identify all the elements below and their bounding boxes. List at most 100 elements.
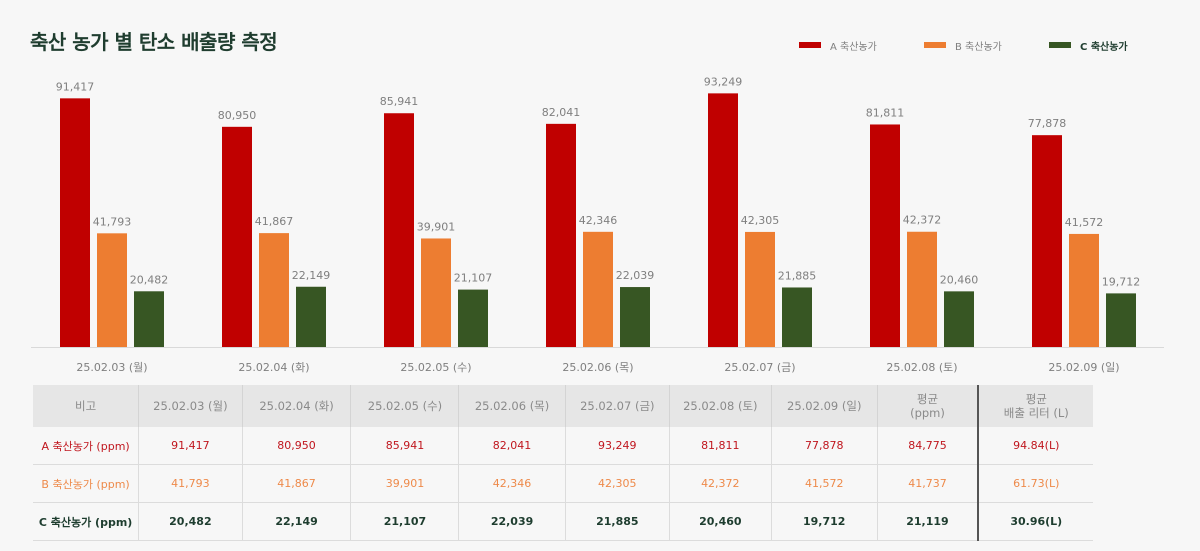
row-label: B 축산농가 (ppm) — [33, 464, 140, 503]
value-label-b: 42,346 — [579, 214, 618, 227]
value-cell: 85,941 — [350, 427, 460, 465]
value-cell: 19,712 — [771, 502, 878, 541]
legend-swatch-c — [1049, 42, 1071, 48]
value-label-c: 20,460 — [940, 273, 979, 286]
value-cell: 41,867 — [242, 464, 352, 503]
bar-a — [870, 124, 900, 347]
value-cell: 77,878 — [771, 427, 878, 465]
header-date: 25.02.08 (토) — [669, 385, 772, 427]
header-avg-ppm-line1: 평균 — [916, 392, 939, 406]
bar-c — [620, 287, 650, 347]
value-label-c: 21,107 — [454, 272, 493, 285]
header-avg-liter: 평균 배출 리터 (L) — [978, 385, 1094, 427]
bar-a — [708, 93, 738, 347]
legend-item-c: C 축산농가 — [1049, 36, 1128, 54]
bar-b — [421, 238, 451, 347]
value-label-b: 42,305 — [741, 214, 780, 227]
category-label: 25.02.09 (일) — [1048, 360, 1119, 374]
bar-b — [1069, 233, 1099, 347]
value-label-a: 82,041 — [542, 106, 581, 119]
bar-a — [60, 98, 90, 347]
bar-a — [222, 126, 252, 347]
category-label: 25.02.03 (월) — [76, 361, 147, 374]
value-cell: 21,885 — [565, 502, 670, 541]
legend-label-c: C 축산농가 — [1080, 41, 1128, 53]
value-cell: 42,346 — [458, 464, 566, 503]
bar-b — [583, 231, 613, 347]
value-label-b: 41,867 — [255, 215, 294, 228]
category-label: 25.02.08 (토) — [886, 361, 957, 374]
value-cell: 41,793 — [138, 464, 243, 503]
header-avg-ppm-line2: (ppm) — [910, 406, 945, 420]
bar-c — [782, 287, 812, 347]
header-date: 25.02.07 (금) — [565, 385, 670, 427]
value-cell: 21,107 — [350, 502, 460, 541]
bar-a — [546, 123, 576, 347]
header-date: 25.02.03 (월) — [138, 385, 243, 427]
value-label-a: 81,811 — [866, 106, 905, 119]
avg-liter-cell: 94.84(L) — [978, 427, 1094, 465]
category-labels-group: 25.02.03 (월) 25.02.04 (화) 25.02.05 (수) 25.0… — [76, 360, 1119, 374]
bar-b — [97, 233, 127, 347]
category-label: 25.02.07 (금) — [724, 361, 795, 374]
category-label: 25.02.05 (수) — [400, 361, 471, 374]
value-cell: 91,417 — [138, 427, 243, 465]
avg-ppm-cell: 84,775 — [877, 427, 980, 465]
table-header-row: 비고 25.02.03 (월) 25.02.04 (화) 25.02.05 (수… — [33, 385, 1200, 427]
value-cell: 82,041 — [458, 427, 566, 465]
header-date: 25.02.06 (목) — [458, 385, 566, 427]
value-label-c: 22,149 — [292, 269, 331, 282]
row-label: A 축산농가 (ppm) — [33, 427, 140, 465]
header-avg-liter-line2: 배출 리터 (L) — [1003, 406, 1069, 420]
value-cell: 81,811 — [669, 427, 772, 465]
legend: A 축산농가 B 축산농가 C 축산농가 — [0, 36, 1200, 54]
bar-c — [296, 286, 326, 347]
bar-c — [1106, 293, 1136, 347]
value-cell: 22,039 — [458, 502, 566, 541]
legend-label-b: B 축산농가 — [955, 41, 1002, 53]
value-cell: 42,372 — [669, 464, 772, 503]
bar-c — [134, 291, 164, 347]
value-label-a: 77,878 — [1028, 117, 1067, 130]
bar-b — [259, 233, 289, 347]
bar-a — [384, 113, 414, 347]
value-label-b: 42,372 — [903, 214, 942, 227]
category-label: 25.02.04 (화) — [238, 361, 309, 374]
header-note: 비고 — [33, 385, 140, 427]
legend-swatch-a — [799, 42, 821, 48]
bar-c — [458, 289, 488, 347]
value-label-a: 91,417 — [56, 80, 95, 93]
header-date: 25.02.05 (수) — [350, 385, 460, 427]
value-cell: 39,901 — [350, 464, 460, 503]
legend-swatch-b — [924, 42, 946, 48]
value-label-c: 20,482 — [130, 273, 169, 286]
value-label-a: 80,950 — [218, 109, 257, 122]
value-cell: 80,950 — [242, 427, 352, 465]
value-label-c: 22,039 — [616, 269, 655, 282]
header-date: 25.02.09 (일) — [771, 385, 878, 427]
value-label-b: 41,793 — [93, 215, 132, 228]
header-avg-ppm: 평균 (ppm) — [877, 385, 980, 427]
value-cell: 20,482 — [138, 502, 243, 541]
avg-liter-cell: 61.73(L) — [978, 464, 1094, 503]
chart-title: 축산 농가 별 탄소 배출량 측정 — [30, 30, 278, 54]
value-cell: 22,149 — [242, 502, 352, 541]
avg-ppm-cell: 41,737 — [877, 464, 980, 503]
value-label-a: 93,249 — [704, 75, 743, 88]
legend-item-b: B 축산농가 — [924, 36, 1002, 54]
bar-chart: 91,417 41,793 20,482 80,950 41,867 22,149 85,9… — [31, 75, 1164, 374]
value-label-c: 19,712 — [1102, 275, 1141, 288]
value-label-a: 85,941 — [380, 95, 419, 108]
value-labels-group: 91,417 41,793 20,482 80,950 41,867 22,149 85,9… — [56, 75, 1141, 288]
value-cell: 20,460 — [669, 502, 772, 541]
value-cell: 93,249 — [565, 427, 670, 465]
table-row: A 축산농가 (ppm) 91,417 80,950 85,941 82,041 93,2… — [33, 427, 1200, 465]
header-avg-liter-line1: 평균 — [1025, 392, 1047, 406]
value-label-b: 39,901 — [417, 220, 456, 233]
value-cell: 42,305 — [565, 464, 670, 503]
value-label-c: 21,885 — [778, 269, 817, 282]
bars-group — [60, 93, 1136, 347]
legend-item-a: A 축산농가 — [799, 36, 877, 54]
value-cell: 41,572 — [771, 464, 878, 503]
value-label-b: 41,572 — [1065, 216, 1104, 229]
